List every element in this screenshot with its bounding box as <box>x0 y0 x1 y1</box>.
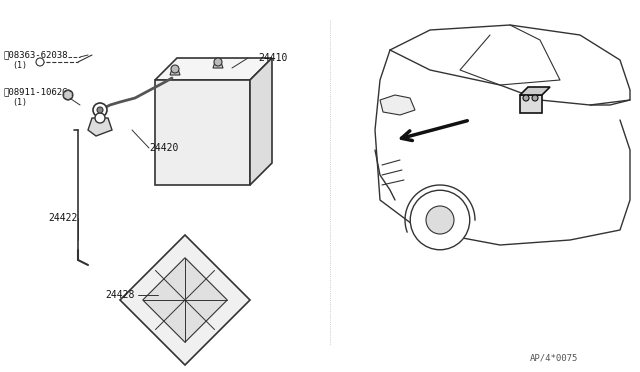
Polygon shape <box>63 90 72 100</box>
Circle shape <box>214 58 222 66</box>
Polygon shape <box>520 87 550 95</box>
Text: (1): (1) <box>12 97 27 106</box>
Polygon shape <box>520 95 542 113</box>
Polygon shape <box>88 118 112 136</box>
Polygon shape <box>170 69 180 75</box>
Circle shape <box>532 95 538 101</box>
Text: Ⓛ08911-1062G: Ⓛ08911-1062G <box>3 87 67 96</box>
Text: 24420: 24420 <box>149 143 179 153</box>
Polygon shape <box>380 95 415 115</box>
Circle shape <box>36 58 44 66</box>
Polygon shape <box>213 62 223 68</box>
Polygon shape <box>120 235 250 365</box>
Circle shape <box>410 190 470 250</box>
Circle shape <box>171 65 179 73</box>
Text: 24422: 24422 <box>48 213 77 223</box>
Circle shape <box>93 103 107 117</box>
Circle shape <box>97 107 103 113</box>
Polygon shape <box>143 258 227 342</box>
Text: AP/4*0075: AP/4*0075 <box>530 353 579 362</box>
Polygon shape <box>155 80 250 185</box>
Text: 24428: 24428 <box>105 290 134 300</box>
Circle shape <box>63 90 73 100</box>
Polygon shape <box>155 58 272 80</box>
Text: (1): (1) <box>12 61 27 70</box>
Circle shape <box>426 206 454 234</box>
Text: 24410: 24410 <box>258 53 287 63</box>
Circle shape <box>95 113 105 123</box>
Text: Ⓜ08363-62038: Ⓜ08363-62038 <box>3 51 67 60</box>
Circle shape <box>523 95 529 101</box>
Polygon shape <box>250 58 272 185</box>
